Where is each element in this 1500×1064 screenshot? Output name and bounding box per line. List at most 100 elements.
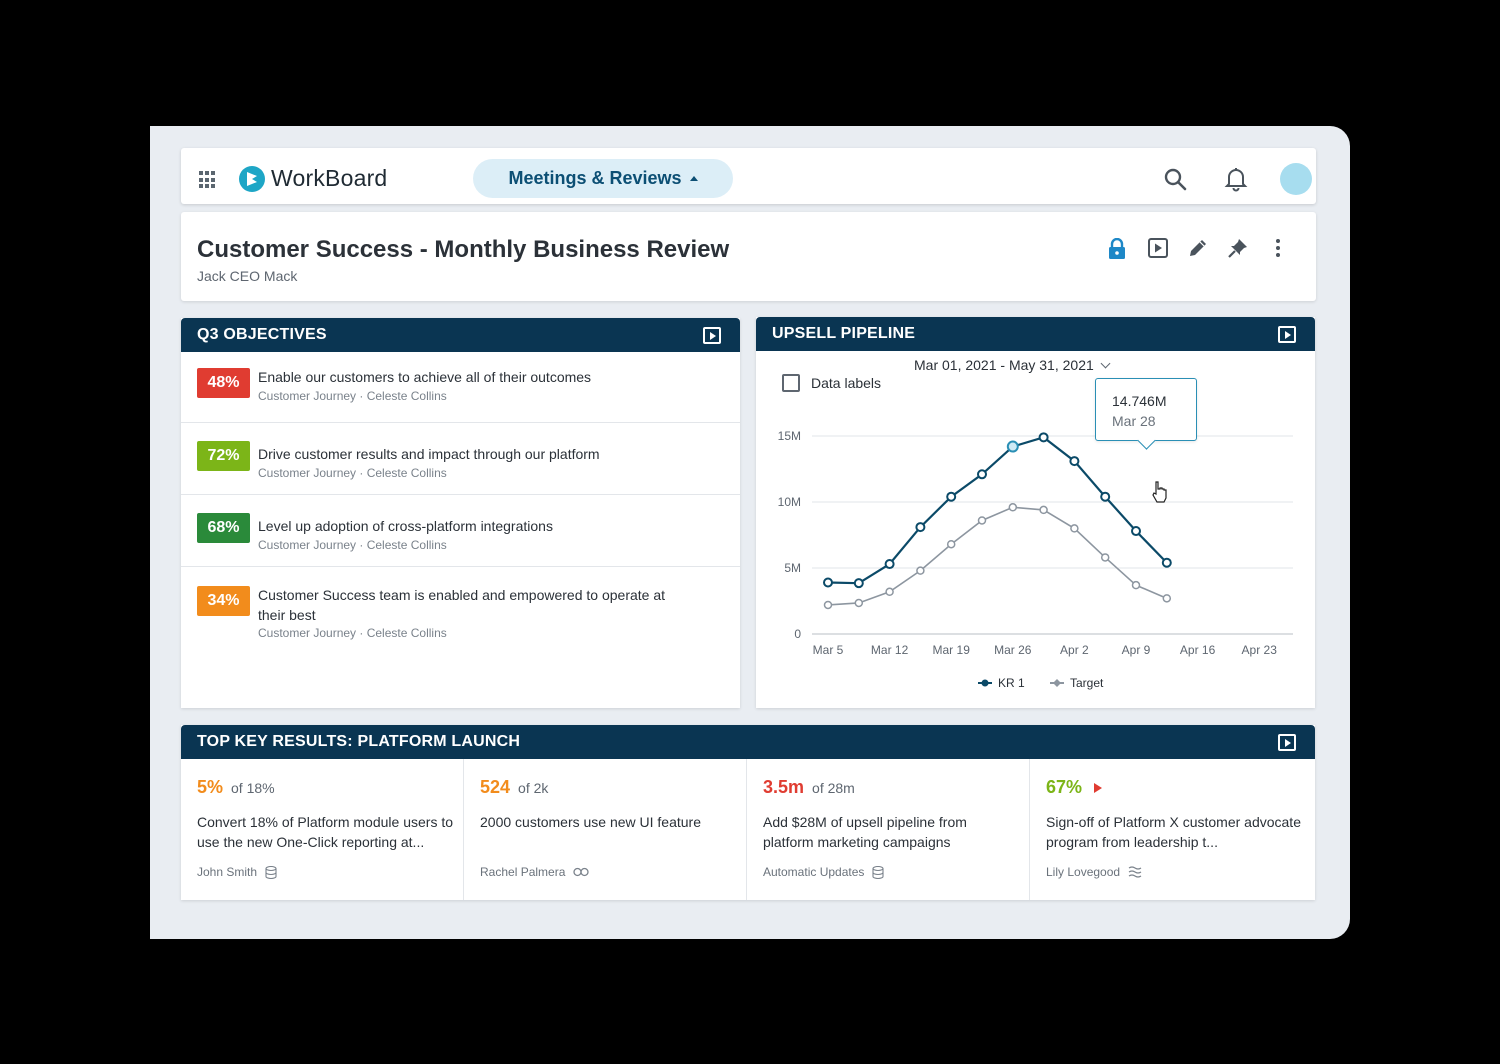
data-labels-checkbox[interactable]: [782, 374, 800, 392]
tooltip-value: 14.746M: [1112, 393, 1167, 409]
data-point: [946, 539, 956, 549]
key-result-card[interactable]: 67% Sign-off of Platform X customer advo…: [1030, 759, 1315, 900]
workboard-logo-icon[interactable]: [239, 166, 265, 192]
pipeline-chart: 0 5M 10M 15M Mar 5 Mar 12 Mar 19 Mar 26 Apr 2 Apr…: [778, 429, 1293, 690]
data-point: [823, 600, 833, 610]
kr-value: 5%: [197, 777, 224, 797]
caret-up-icon: [689, 176, 698, 181]
key-result-card[interactable]: 5% of 18% Convert 18% of Platform module …: [181, 759, 464, 900]
kr-target: of 2k: [518, 780, 549, 796]
kr-value-row: 5% of 18%: [197, 777, 275, 798]
objective-row[interactable]: 34% Customer Success team is enabled and…: [181, 567, 740, 657]
key-result-card[interactable]: 524 of 2k 2000 customers use new UI featu…: [464, 759, 747, 900]
x-tick-label: Apr 9: [1122, 643, 1151, 657]
data-labels-label: Data labels: [811, 375, 882, 391]
data-point: [1006, 440, 1019, 453]
objective-row[interactable]: 72% Drive customer results and impact th…: [181, 423, 740, 495]
objective-meta: Customer Journey · Celeste Collins: [258, 389, 447, 403]
data-point: [1131, 580, 1141, 590]
edit-icon[interactable]: [1188, 238, 1208, 258]
kr-value: 67%: [1046, 777, 1083, 797]
objective-row[interactable]: 48% Enable our customers to achieve all …: [181, 352, 740, 423]
data-point: [977, 516, 987, 525]
play-status-icon: [1094, 783, 1103, 793]
data-point: [1100, 491, 1111, 502]
meetings-reviews-menu[interactable]: Meetings & Reviews: [473, 159, 733, 198]
x-tick-label: Apr 23: [1242, 643, 1278, 657]
more-vertical-icon[interactable]: [1270, 238, 1286, 258]
objective-title[interactable]: Level up adoption of cross-platform inte…: [258, 518, 553, 534]
brand-name[interactable]: WorkBoard: [271, 165, 388, 191]
data-point: [1100, 553, 1110, 562]
user-avatar[interactable]: [1280, 163, 1312, 195]
kr-owner: Rachel Palmera: [480, 865, 566, 879]
panel-header: UPSELL PIPELINE: [756, 317, 1315, 351]
pin-icon[interactable]: [1228, 238, 1248, 258]
top-key-results-panel: TOP KEY RESULTS: PLATFORM LAUNCH 5% of 18…: [181, 725, 1315, 900]
data-point: [1162, 594, 1172, 603]
data-point: [884, 559, 895, 570]
y-tick-label: 15M: [778, 429, 801, 443]
panel-header: Q3 OBJECTIVES: [181, 318, 740, 352]
data-point: [1070, 524, 1079, 533]
date-range-label: Mar 01, 2021 - May 31, 2021: [914, 357, 1094, 373]
data-point: [1038, 432, 1049, 443]
kr-value-row: 3.5m of 28m: [763, 777, 855, 798]
objective-title[interactable]: Enable our customers to achieve all of t…: [258, 369, 592, 385]
objective-title[interactable]: Customer Success team is enabled and emp…: [258, 587, 666, 623]
data-point: [1161, 557, 1172, 568]
apps-grid-icon[interactable]: [199, 171, 217, 189]
progress-badge: 72%: [197, 441, 250, 471]
kr-owner-row: John Smith: [197, 865, 277, 879]
bell-icon[interactable]: [1224, 166, 1248, 192]
page-owner: Jack CEO Mack: [197, 268, 298, 284]
present-icon[interactable]: [1278, 326, 1296, 343]
x-tick-label: Mar 5: [813, 643, 844, 657]
kr-value: 3.5m: [763, 777, 805, 797]
data-point: [853, 578, 864, 589]
objective-title[interactable]: Drive customer results and impact throug…: [258, 446, 600, 462]
y-tick-label: 5M: [784, 561, 801, 575]
progress-badge: 48%: [197, 368, 250, 398]
present-icon[interactable]: [1148, 238, 1168, 258]
panel-title: Q3 OBJECTIVES: [197, 326, 327, 343]
y-tick-label: 10M: [778, 495, 801, 509]
data-point: [823, 577, 833, 588]
search-icon[interactable]: [1163, 167, 1187, 191]
data-point: [916, 566, 925, 575]
objective-meta: Customer Journey · Celeste Collins: [258, 466, 447, 480]
legend-marker: [1053, 679, 1061, 687]
objective-meta: Customer Journey · Celeste Collins: [258, 626, 447, 640]
x-tick-label: Apr 2: [1060, 643, 1089, 657]
panel-title: TOP KEY RESULTS: PLATFORM LAUNCH: [197, 733, 521, 750]
upsell-pipeline-panel: 0 5M 10M 15M Mar 5 Mar 12 Mar 19 Mar 26 Apr 2 Apr…: [756, 317, 1315, 708]
legend-marker: [981, 679, 989, 687]
lock-icon[interactable]: [1107, 238, 1127, 260]
series-line-kr-1: [827, 436, 1168, 585]
objective-row[interactable]: 68% Level up adoption of cross-platform …: [181, 495, 740, 567]
kr-value: 524: [480, 777, 511, 797]
data-point: [946, 491, 957, 502]
key-result-card[interactable]: 3.5m of 28m Add $28M of upsell pipeline f…: [747, 759, 1030, 900]
database-icon: [872, 865, 884, 879]
data-point: [1069, 456, 1080, 467]
x-tick-label: Mar 12: [871, 643, 909, 657]
chevron-down-icon: [1100, 358, 1111, 369]
present-icon[interactable]: [1278, 734, 1296, 751]
data-point: [915, 522, 926, 533]
data-point: [977, 469, 987, 480]
kr-description: Sign-off of Platform X customer advocate…: [1046, 814, 1301, 850]
present-icon[interactable]: [703, 327, 721, 344]
hand-cursor-icon: [1152, 481, 1167, 503]
kr-owner-row: Lily Lovegood: [1046, 865, 1142, 879]
kr-owner-row: Automatic Updates: [763, 865, 884, 879]
date-range-selector[interactable]: Mar 01, 2021 - May 31, 2021: [904, 357, 1119, 373]
kr-description: 2000 customers use new UI feature: [480, 814, 702, 830]
legend-label: Target: [1070, 676, 1104, 690]
page-header: [181, 212, 1316, 301]
panel-header: TOP KEY RESULTS: PLATFORM LAUNCH: [181, 725, 1315, 759]
kr-description: Convert 18% of Platform module users to …: [197, 814, 454, 850]
data-point: [1008, 503, 1018, 512]
page-title: Customer Success - Monthly Business Revi…: [197, 236, 730, 263]
data-point: [1131, 526, 1141, 537]
